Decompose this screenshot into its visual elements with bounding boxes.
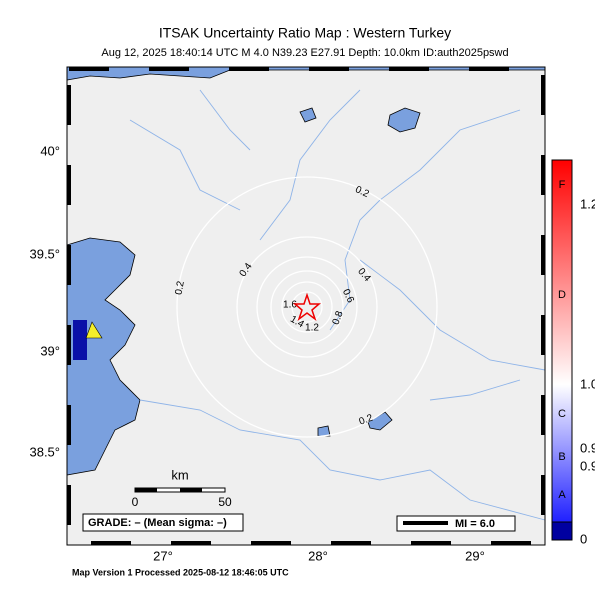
- aegean-sea: [66, 237, 141, 476]
- contours: [176, 176, 438, 438]
- contour: [236, 236, 378, 378]
- footer: Map Version 1 Processed 2025-08-12 18:46…: [72, 567, 289, 577]
- rivers: [129, 89, 546, 521]
- river: [329, 109, 521, 331]
- grade-label: F: [559, 179, 566, 191]
- scale-bar-segment: [135, 488, 157, 492]
- lat-labels: 40° 39.5° 39° 38.5°: [29, 143, 60, 459]
- lon-label: 27°: [153, 548, 173, 563]
- legend-text: MI = 6.0: [455, 518, 495, 530]
- colorbar-label: 1.0: [580, 376, 595, 391]
- lat-label: 38.5°: [29, 444, 60, 459]
- lake: [317, 425, 331, 437]
- river: [359, 259, 546, 371]
- contour: [256, 256, 358, 358]
- colorbar-label: 0: [580, 531, 587, 546]
- legend-box: [396, 515, 516, 532]
- colorbar: F D C B A 1.2 1.0 0.9 0.9 0: [551, 159, 595, 546]
- contour: [270, 270, 344, 344]
- lake: [299, 107, 317, 123]
- contour-label: 1.2: [305, 323, 319, 334]
- grade-label: D: [558, 289, 566, 301]
- colorbar-label: 1.2: [580, 196, 595, 211]
- lat-label: 39.5°: [29, 246, 60, 261]
- river: [199, 89, 251, 151]
- grade-text: GRADE: – (Mean sigma: –): [88, 517, 227, 529]
- scale-bar: km 0 50: [132, 467, 232, 509]
- frame: [66, 66, 546, 546]
- lon-label: 28°: [308, 548, 328, 563]
- river: [429, 379, 521, 401]
- scale-end: 50: [218, 495, 232, 509]
- land: [67, 67, 545, 545]
- colorbar-label: 0.9: [580, 458, 595, 473]
- lat-label: 40°: [40, 143, 60, 158]
- station: [73, 320, 87, 360]
- grade-label: C: [558, 408, 566, 420]
- scale-start: 0: [132, 495, 139, 509]
- contour: [291, 291, 323, 323]
- contour: [176, 176, 438, 438]
- contour-label: 0.8: [331, 309, 346, 326]
- colorbar-ramp: [551, 159, 573, 523]
- colorbar-low: [551, 521, 573, 541]
- contour-label: 0.6: [340, 287, 356, 305]
- contour-label: 0.2: [353, 184, 371, 200]
- subtitle: Aug 12, 2025 18:40:14 UTC M 4.0 N39.23 E…: [101, 47, 508, 59]
- lake: [387, 107, 421, 133]
- grade-label: A: [558, 489, 566, 501]
- colorbar-label: 0.9: [580, 440, 595, 455]
- lon-labels: 27° 28° 29°: [153, 548, 485, 563]
- river: [259, 89, 361, 241]
- river: [139, 399, 546, 521]
- scale-unit: km: [171, 467, 188, 482]
- scale-bar-segment: [180, 488, 202, 492]
- grade-label: B: [558, 451, 565, 463]
- river: [129, 119, 241, 211]
- contour-label: 0.2: [174, 280, 187, 296]
- lat-label: 39°: [40, 343, 60, 358]
- station: [85, 321, 103, 339]
- lon-label: 29°: [465, 548, 485, 563]
- contour: [281, 281, 333, 333]
- epicenter: [292, 292, 322, 322]
- title: ITSAK Uncertainty Ratio Map : Western Tu…: [159, 25, 451, 41]
- contour-label: 0.2: [358, 412, 375, 427]
- grade-box: [82, 513, 244, 532]
- contour-label: 1.6: [283, 300, 297, 311]
